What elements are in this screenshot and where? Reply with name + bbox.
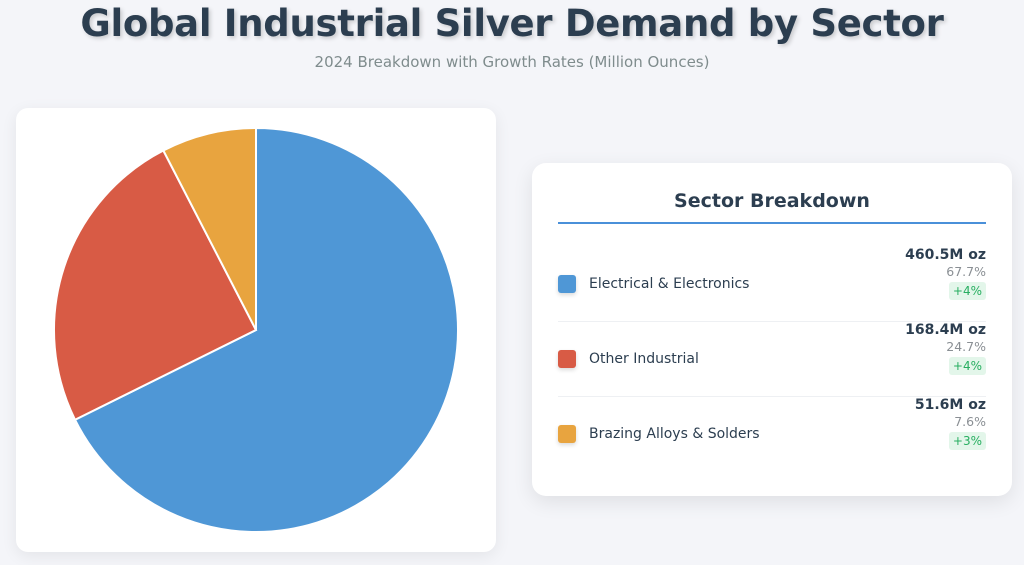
pie-slice-electrical-electronics[interactable]: [73, 126, 459, 533]
legend-item: Brazing Alloys & Solders 51.6M oz 7.6% +…: [558, 396, 986, 471]
growth-badge: +4%: [948, 282, 986, 300]
pie-slice-other-industrial[interactable]: [53, 149, 258, 422]
chart-subtitle: 2024 Breakdown with Growth Rates (Millio…: [314, 53, 710, 71]
legend-values: 460.5M oz 67.7% +4%: [905, 246, 986, 300]
legend-amount: 51.6M oz: [914, 397, 986, 413]
legend-title: Sector Breakdown: [674, 190, 870, 212]
legend-amount: 168.4M oz: [905, 322, 986, 338]
legend-percent: 7.6%: [954, 414, 986, 429]
legend-label: Electrical & Electronics: [589, 275, 750, 292]
legend-item: Electrical & Electronics 460.5M oz 67.7%…: [558, 246, 986, 322]
legend-swatch: [558, 349, 576, 368]
growth-badge: +3%: [948, 432, 986, 450]
legend-amount: 460.5M oz: [905, 247, 986, 263]
legend-item: Other Industrial 168.4M oz 24.7% +4%: [558, 321, 986, 397]
legend-values: 51.6M oz 7.6% +3%: [915, 396, 986, 450]
chart-title: Global Industrial Silver Demand by Secto…: [80, 2, 944, 45]
legend-label: Other Industrial: [589, 350, 699, 367]
legend-divider: [558, 222, 986, 224]
sector-breakdown-panel: Sector Breakdown Electrical & Electronic…: [532, 163, 1012, 496]
pie-slice-brazing-alloys-solders[interactable]: [162, 126, 257, 331]
legend-percent: 67.7%: [946, 264, 986, 279]
pie-chart: [53, 126, 459, 533]
legend-values: 168.4M oz 24.7% +4%: [905, 321, 986, 375]
growth-badge: +4%: [948, 357, 986, 375]
legend-label: Brazing Alloys & Solders: [589, 425, 760, 442]
pie-chart-card: [16, 108, 496, 552]
legend-swatch: [558, 274, 576, 293]
legend-swatch: [558, 424, 576, 443]
legend-percent: 24.7%: [946, 339, 986, 354]
